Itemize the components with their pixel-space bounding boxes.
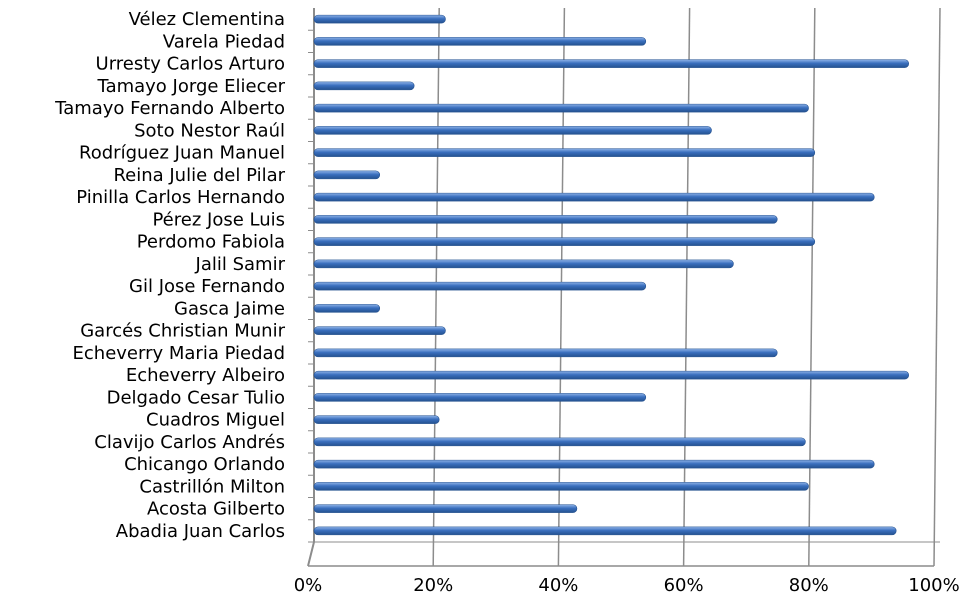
category-label: Soto Nestor Raúl	[134, 120, 285, 141]
category-label: Tamayo Fernando Alberto	[54, 98, 285, 119]
bars	[313, 14, 910, 536]
bar	[313, 126, 712, 135]
category-label: Urresty Carlos Arturo	[96, 54, 285, 75]
category-label: Abadia Juan Carlos	[116, 521, 285, 542]
bar	[313, 281, 647, 291]
bar	[313, 81, 415, 91]
category-label: Chicango Orlando	[124, 454, 285, 475]
category-label: Rodríguez Juan Manuel	[79, 143, 285, 164]
category-label: Pérez Jose Luis	[152, 209, 285, 230]
category-label: Echeverry Maria Piedad	[73, 343, 285, 364]
x-tick-label: 100%	[908, 575, 959, 596]
x-tick-label: 60%	[664, 575, 704, 596]
gridline	[682, 7, 691, 567]
y-axis-edge	[307, 541, 315, 567]
bar	[313, 14, 446, 24]
gridlines	[432, 7, 941, 567]
x-tick-label: 80%	[789, 575, 829, 596]
x-tick-label: 40%	[538, 575, 578, 596]
category-label: Pinilla Carlos Hernando	[76, 187, 285, 208]
category-label: Delgado Cesar Tulio	[107, 387, 285, 408]
bar	[313, 459, 875, 469]
bar	[313, 348, 778, 358]
bar	[313, 170, 381, 180]
category-label: Varela Piedad	[163, 31, 285, 52]
bar	[313, 192, 875, 202]
bar	[313, 259, 734, 269]
x-tick-label: 20%	[413, 575, 453, 596]
bar	[313, 504, 578, 513]
category-label: Vélez Clementina	[129, 9, 285, 30]
bar	[313, 326, 446, 335]
category-label: Perdomo Fabiola	[137, 232, 285, 253]
axes	[307, 8, 940, 567]
bar	[313, 37, 647, 46]
category-label: Echeverry Albeiro	[126, 365, 285, 386]
category-label: Acosta Gilberto	[147, 499, 285, 520]
x-tick-labels: 0% 20% 40% 60% 80% 100%	[294, 575, 960, 596]
bar	[313, 148, 816, 157]
bar	[313, 103, 809, 113]
bar	[313, 482, 809, 491]
category-label: Jalil Samir	[195, 254, 286, 275]
bar	[313, 415, 440, 424]
category-label: Gil Jose Fernando	[129, 276, 285, 297]
bar	[313, 304, 381, 313]
bar	[313, 370, 910, 380]
gridline	[933, 7, 941, 567]
bar	[313, 237, 816, 246]
category-label: Castrillón Milton	[139, 476, 285, 497]
bar	[313, 59, 910, 68]
gridline	[808, 7, 816, 567]
category-label: Tamayo Jorge Eliecer	[97, 76, 286, 97]
category-label: Cuadros Miguel	[146, 410, 285, 431]
bar	[313, 437, 806, 447]
x-tick-label: 0%	[294, 575, 323, 596]
category-label: Clavijo Carlos Andrés	[94, 432, 285, 453]
category-label: Garcés Christian Munir	[80, 321, 285, 342]
category-label: Gasca Jaime	[174, 298, 285, 319]
bar	[313, 215, 778, 224]
bar	[313, 526, 897, 536]
category-label: Reina Julie del Pilar	[113, 165, 285, 186]
bar	[313, 393, 647, 402]
